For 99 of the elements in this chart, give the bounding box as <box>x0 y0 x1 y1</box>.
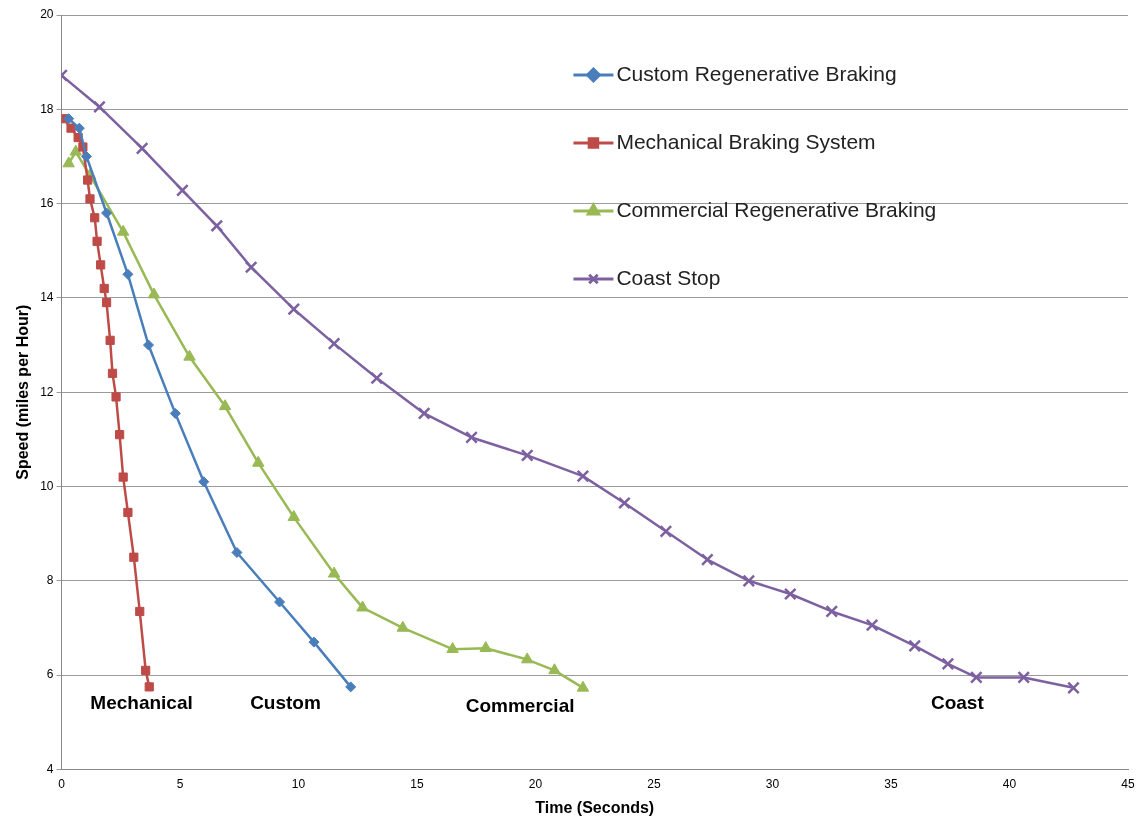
point <box>175 183 189 197</box>
point <box>941 657 955 671</box>
point <box>69 144 82 156</box>
point <box>129 552 139 562</box>
point <box>101 207 113 219</box>
x-tick-label: 0 <box>58 776 66 791</box>
point <box>231 547 243 559</box>
x-tick-label: 10 <box>291 776 306 791</box>
point <box>73 122 85 134</box>
point <box>252 455 265 467</box>
point <box>92 100 106 114</box>
point <box>90 213 100 223</box>
point <box>479 641 492 653</box>
x-tick-label: 5 <box>176 776 184 791</box>
x-tick-label: 45 <box>1121 776 1135 791</box>
point <box>111 392 121 402</box>
point <box>147 287 161 299</box>
point <box>107 368 118 378</box>
point <box>141 665 151 675</box>
y-tick-label: 14 <box>40 290 54 305</box>
y-tick-label: 20 <box>40 7 54 22</box>
y-tick-label: 18 <box>40 101 54 116</box>
point <box>520 448 534 462</box>
point <box>969 670 983 684</box>
point <box>244 260 258 274</box>
point <box>144 682 154 692</box>
y-axis-title: Speed (miles per Hour) <box>14 304 32 480</box>
point <box>356 600 369 612</box>
point <box>123 507 133 518</box>
x-tick-label: 35 <box>884 776 898 791</box>
point <box>865 618 879 632</box>
point <box>274 596 286 608</box>
point <box>370 371 384 385</box>
point <box>521 652 534 664</box>
point <box>345 681 357 693</box>
point <box>183 349 196 361</box>
point <box>908 639 922 653</box>
legend-label: Commercial Regenerative Braking <box>616 197 937 221</box>
point <box>396 620 410 632</box>
point <box>327 566 341 578</box>
annotation: Commercial <box>465 694 575 716</box>
point <box>742 574 756 588</box>
point <box>198 476 210 488</box>
x-tick-label: 15 <box>410 776 425 791</box>
annotation: Mechanical <box>90 691 193 713</box>
point <box>327 337 341 351</box>
point <box>135 141 149 155</box>
point <box>105 335 115 345</box>
x-tick-label: 25 <box>647 776 662 791</box>
point <box>210 219 224 233</box>
point <box>66 123 76 133</box>
point <box>83 175 93 185</box>
y-tick-label: 16 <box>40 195 54 210</box>
point <box>417 406 431 420</box>
point <box>63 113 75 125</box>
point <box>101 298 112 308</box>
point <box>548 663 561 675</box>
point <box>116 224 130 236</box>
legend-label: Coast Stop <box>616 265 721 289</box>
point <box>576 680 590 692</box>
point <box>465 430 479 444</box>
point <box>62 156 75 168</box>
point <box>92 236 102 246</box>
annotation: Coast <box>930 691 985 713</box>
point <box>659 524 673 538</box>
point <box>96 260 106 270</box>
x-axis-title: Time (Seconds) <box>535 798 655 816</box>
point <box>700 553 714 567</box>
point <box>135 606 145 617</box>
y-tick-label: 8 <box>46 573 54 588</box>
point <box>118 472 128 482</box>
annotation: Custom <box>250 691 321 713</box>
point <box>446 642 459 653</box>
point <box>122 268 134 280</box>
point <box>143 339 155 351</box>
point <box>169 407 181 419</box>
point <box>1067 681 1080 695</box>
y-tick-label: 6 <box>46 667 54 682</box>
point <box>308 636 320 648</box>
point <box>85 194 95 204</box>
point <box>825 604 839 618</box>
point <box>576 469 590 483</box>
legend-label: Mechanical Braking System <box>616 129 876 153</box>
x-tick-label: 40 <box>1002 776 1017 791</box>
point <box>218 399 232 411</box>
y-tick-label: 12 <box>40 384 54 399</box>
point <box>99 283 109 294</box>
point <box>1017 670 1031 684</box>
point <box>115 430 125 440</box>
x-tick-label: 30 <box>765 776 780 791</box>
point <box>783 587 797 601</box>
point <box>617 496 631 510</box>
point <box>80 150 92 162</box>
legend-label: Custom Regenerative Braking <box>616 61 897 85</box>
point <box>287 510 301 521</box>
y-tick-label: 4 <box>46 761 54 776</box>
x-tick-label: 20 <box>528 776 543 791</box>
y-tick-label: 10 <box>40 478 54 493</box>
point <box>287 302 301 316</box>
